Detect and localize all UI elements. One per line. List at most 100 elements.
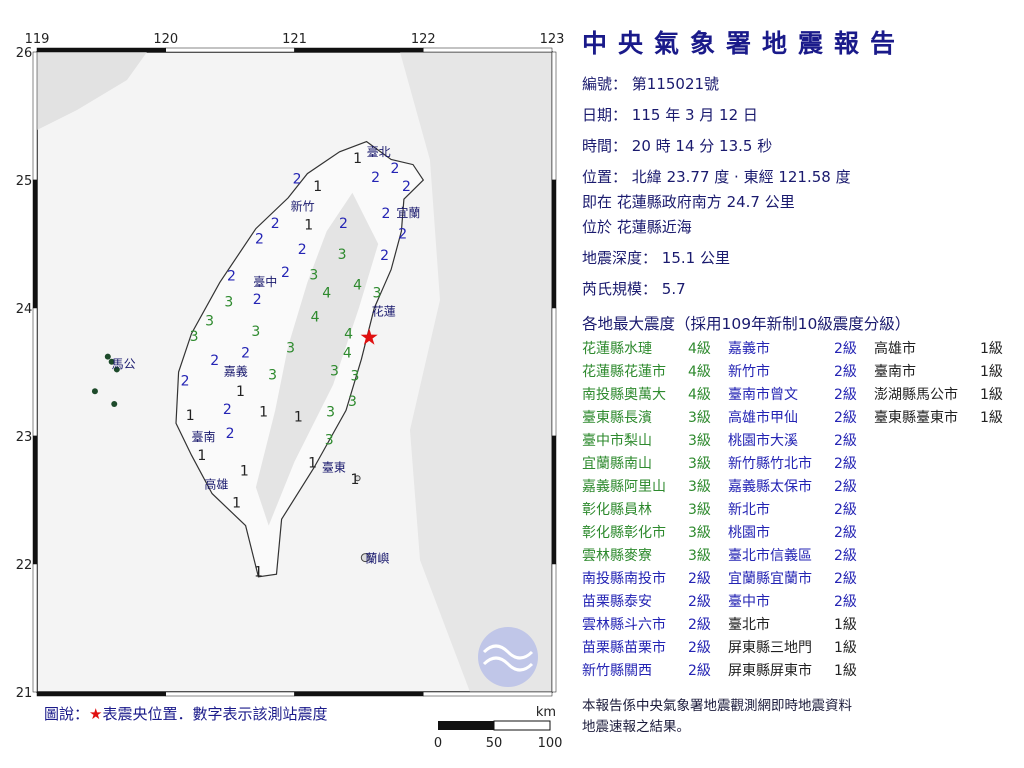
city-label: 臺中 — [253, 274, 277, 289]
station-intensity: 1 — [259, 404, 268, 420]
frame-scale-segment — [294, 47, 424, 53]
station-intensity: 4 — [322, 285, 331, 301]
lat-tick-label: 24 — [16, 302, 33, 317]
station-level: 2級 — [688, 570, 711, 587]
frame-scale-segment — [36, 691, 166, 697]
station-level: 3級 — [688, 478, 711, 495]
station-level: 2級 — [834, 340, 857, 357]
area-label: 位於 — [582, 218, 613, 236]
station-intensity: 2 — [298, 242, 307, 258]
report-area: 位於 花蓮縣近海 — [582, 217, 1022, 248]
station-name: 宜蘭縣南山 — [582, 455, 652, 472]
station-intensity: 2 — [181, 374, 190, 390]
table-row: 嘉義縣阿里山 3級 嘉義縣太保市 2級 — [582, 474, 1020, 497]
station-intensity: 2 — [293, 171, 302, 187]
relative-value: 花蓮縣政府南方 24.7 公里 — [616, 193, 795, 211]
station-intensity: 2 — [255, 232, 264, 248]
station-level: 2級 — [834, 478, 857, 495]
station-level: 1級 — [980, 363, 1003, 380]
lon-tick-label: 123 — [540, 32, 565, 47]
map-legend: 圖說：★表震央位置．數字表示該測站震度 — [44, 703, 327, 724]
scale-tick: 0 — [434, 736, 442, 751]
station-intensity: 1 — [294, 410, 303, 426]
station-intensity: 1 — [240, 463, 249, 479]
station-level: 4級 — [688, 363, 711, 380]
report-title: 中央氣象署地震報告 — [582, 29, 907, 58]
scale-tick: 100 — [538, 736, 563, 751]
station-level: 2級 — [834, 593, 857, 610]
cwa-logo — [478, 627, 538, 687]
station-intensity: 4 — [311, 310, 320, 326]
report-depth: 地震深度： 15.1 公里 — [582, 248, 1022, 279]
station-name: 臺北市信義區 — [728, 547, 812, 564]
station-level: 3級 — [688, 409, 711, 426]
station-name: 彰化縣彰化市 — [582, 524, 666, 541]
frame-scale-segment — [551, 435, 557, 565]
station-intensity: 3 — [372, 285, 381, 301]
station-level: 3級 — [688, 547, 711, 564]
station-intensity: 1 — [313, 179, 322, 195]
station-level: 2級 — [688, 593, 711, 610]
station-name: 新竹縣竹北市 — [728, 455, 812, 472]
lat-tick-label: 22 — [16, 558, 33, 573]
lat-tick-label: 25 — [16, 174, 33, 189]
station-name: 臺東縣長濱 — [582, 409, 652, 426]
report-relative: 即在 花蓮縣政府南方 24.7 公里 — [582, 192, 1022, 217]
scale-bar-black — [438, 721, 494, 730]
station-name: 臺中市 — [728, 593, 770, 610]
cwa-logo-waves — [482, 644, 534, 672]
table-row: 宜蘭縣南山 3級 新竹縣竹北市 2級 — [582, 451, 1020, 474]
station-intensity: 4 — [343, 346, 352, 362]
lat-tick-label: 23 — [16, 430, 33, 445]
frame-scale-segment — [36, 47, 166, 53]
seafloor-relief — [400, 52, 552, 692]
city-label: 花蓮 — [372, 304, 396, 319]
city-label: 新竹 — [291, 199, 315, 214]
time-label: 時間： — [582, 137, 628, 155]
footer-line2: 地震速報之結果。 — [582, 719, 690, 735]
station-name: 桃園市 — [728, 524, 770, 541]
city-label: 宜蘭 — [396, 205, 420, 220]
lon-tick-label: 119 — [25, 32, 50, 47]
city-label: 馬公 — [112, 357, 136, 371]
station-intensity: 3 — [190, 329, 199, 345]
mainland-coast — [37, 52, 147, 130]
legend-text: 表震央位置．數字表示該測站震度 — [102, 705, 328, 723]
station-intensity: 2 — [253, 292, 262, 308]
frame-scale-segment — [551, 179, 557, 309]
city-label: 嘉義 — [224, 364, 248, 379]
central-mountain-range — [255, 192, 379, 526]
station-intensity: 3 — [268, 367, 277, 383]
station-intensity: 2 — [380, 248, 389, 264]
station-name: 高雄市甲仙 — [728, 409, 798, 426]
station-name: 澎湖縣馬公市 — [874, 386, 958, 403]
table-row: 彰化縣員林 3級 新北市 2級 — [582, 497, 1020, 520]
station-level: 2級 — [688, 662, 711, 679]
station-name: 雲林縣麥寮 — [582, 547, 652, 564]
station-level: 2級 — [834, 547, 857, 564]
number-value: 第115021號 — [631, 75, 720, 93]
lon-tick-label: 120 — [153, 32, 178, 47]
station-name: 嘉義縣太保市 — [728, 478, 812, 495]
station-intensity: 4 — [353, 278, 362, 294]
station-intensity: 1 — [186, 408, 195, 424]
station-name: 臺中市梨山 — [582, 432, 652, 449]
table-row: 雲林縣麥寮 3級 臺北市信義區 2級 — [582, 543, 1020, 566]
frame-scale-segment — [32, 51, 38, 181]
station-name: 新北市 — [728, 501, 770, 518]
magnitude-label: 芮氏規模： — [582, 280, 658, 298]
station-intensity: 2 — [381, 206, 390, 222]
station-intensity: 1 — [254, 564, 263, 580]
station-intensity: 3 — [348, 394, 357, 410]
table-row: 花蓮縣花蓮市 4級 新竹市 2級 臺南市 1級 — [582, 359, 1020, 382]
station-name: 花蓮縣水璉 — [582, 340, 652, 357]
station-intensity: 3 — [205, 314, 214, 330]
station-level: 2級 — [834, 501, 857, 518]
station-intensity: 2 — [339, 216, 348, 232]
depth-label: 地震深度： — [582, 249, 658, 267]
station-name: 屏東縣三地門 — [728, 639, 812, 656]
station-level: 2級 — [834, 409, 857, 426]
station-name: 嘉義縣阿里山 — [582, 478, 666, 495]
city-label: 臺南 — [192, 429, 216, 444]
station-intensity: 1 — [232, 495, 241, 511]
